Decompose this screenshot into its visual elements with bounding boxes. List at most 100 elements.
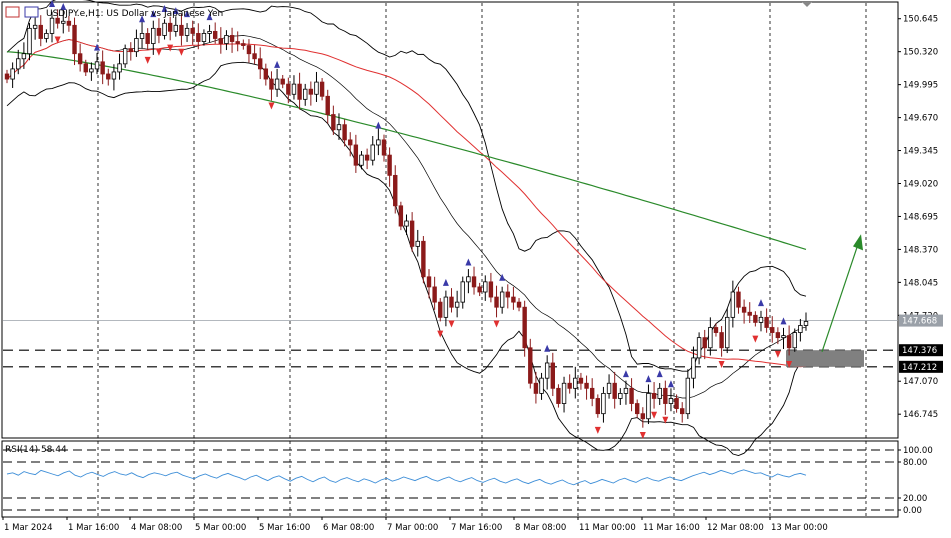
fractal-up-arrow (60, 3, 67, 11)
candle-body (122, 48, 128, 65)
candle-body (94, 61, 100, 70)
candle-body (212, 30, 218, 39)
price-tick-label: 150.645 (903, 15, 938, 25)
price-tag-label: 147.668 (902, 317, 937, 327)
candle-body (725, 316, 730, 349)
fractal-up-arrow (544, 344, 551, 352)
candle-body (488, 281, 494, 298)
candle-body (747, 311, 752, 316)
price-zone (786, 350, 864, 367)
zone-rect (786, 350, 864, 367)
rsi-tick-label: 80.00 (903, 458, 927, 468)
fractal-down-arrow (155, 48, 162, 56)
fractal-down-arrow (178, 48, 185, 56)
candle-body (764, 316, 769, 328)
fractal-up-arrow (780, 317, 787, 325)
candle-body (303, 88, 308, 100)
candle-body (404, 220, 409, 227)
candle-body (454, 301, 460, 308)
candle-body (719, 332, 724, 349)
candle-body (55, 17, 60, 24)
candle-body (314, 81, 319, 95)
candle-body (640, 413, 646, 420)
candle-body (218, 38, 224, 44)
candle-body (623, 387, 629, 394)
candle-body (241, 43, 246, 46)
price-tick-label: 146.745 (903, 410, 938, 420)
candle-body (156, 27, 162, 36)
candle-body (691, 357, 696, 379)
candle-body (786, 335, 792, 349)
fractal-up-arrow (465, 258, 472, 266)
candle-body (601, 392, 606, 415)
candle-body (167, 22, 173, 32)
scroll-marker-icon[interactable] (802, 2, 812, 7)
price-tick-label: 148.695 (903, 212, 938, 222)
chart-type-icon[interactable] (24, 6, 39, 18)
fractal-up-arrow (150, 10, 157, 18)
candle-body (432, 286, 437, 303)
price-tick-label: 149.995 (903, 81, 938, 91)
fractal-up-arrow (172, 7, 179, 15)
candle-body (516, 301, 522, 308)
time-tick-label: 5 Mar 16:00 (259, 523, 310, 533)
candle-body (421, 240, 426, 278)
candle-body (229, 35, 235, 42)
time-tick-label: 7 Mar 00:00 (387, 523, 438, 533)
fractal-down-arrow (493, 320, 500, 328)
candle-body (106, 73, 111, 80)
candle-body (235, 41, 240, 44)
candle-body (567, 382, 572, 389)
rsi-line (6, 469, 807, 486)
fractal-up-arrow (656, 370, 663, 378)
candle-body (280, 78, 285, 85)
main-panel (1, 1, 899, 439)
chart-header: USDJPY.e,H1: US Dollar vs Japanese Yen (5, 6, 223, 19)
fractal-down-arrow (54, 36, 61, 44)
candle-body (224, 35, 229, 44)
candle-body (387, 154, 392, 176)
price-axis: 100.00 80.00 20.00 0.00 150.645 150.320 149.99… (898, 15, 938, 516)
candle-body (207, 30, 212, 34)
candle-body (134, 38, 139, 53)
forecast-line (821, 244, 859, 353)
candle-body (173, 24, 179, 32)
candle-body (179, 24, 184, 36)
time-tick-label: 11 Mar 00:00 (579, 523, 636, 533)
price-tick-label: 150.320 (903, 48, 938, 58)
candle-body (471, 276, 477, 288)
candles (4, 9, 809, 428)
candle-body (708, 327, 713, 349)
menu-icon[interactable] (5, 6, 20, 18)
forecast-arrowhead (853, 234, 863, 251)
candle-body (634, 403, 640, 415)
candle-body (370, 144, 375, 161)
candle-body (663, 387, 668, 404)
candle-body (190, 27, 195, 34)
candle-body (595, 398, 601, 415)
candle-body (66, 20, 72, 26)
fractal-down-arrow (662, 416, 669, 424)
candle-body (781, 335, 786, 339)
fractal-down-arrow (437, 330, 444, 338)
candle-body (263, 68, 269, 80)
candle-body (151, 27, 156, 44)
candle-body (775, 332, 781, 339)
candle-body (111, 71, 117, 80)
candle-body (381, 139, 387, 156)
candle-body (331, 114, 336, 131)
rsi-tick-label: 20.00 (903, 494, 927, 504)
chart-title: USDJPY.e,H1: US Dollar vs Japanese Yen (46, 9, 223, 19)
candle-body (409, 220, 415, 247)
candle-body (196, 33, 201, 42)
fractal-down-arrow (639, 432, 646, 439)
candle-body (713, 327, 719, 333)
candle-body (376, 139, 381, 146)
candle-body (674, 398, 679, 410)
time-tick-label: 11 Mar 16:00 (643, 523, 700, 533)
candle-body (460, 281, 465, 303)
candle-body (100, 61, 105, 75)
candle-body (246, 45, 252, 55)
price-tick-label: 147.070 (903, 377, 938, 387)
